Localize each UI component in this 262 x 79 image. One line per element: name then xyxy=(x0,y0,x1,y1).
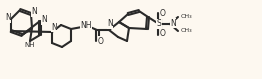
Text: N: N xyxy=(31,8,37,17)
Text: N: N xyxy=(107,20,113,29)
Text: CH₃: CH₃ xyxy=(180,29,192,33)
Text: O: O xyxy=(98,36,104,46)
Text: N: N xyxy=(170,18,176,27)
Text: N: N xyxy=(51,23,57,32)
Text: N: N xyxy=(5,14,11,23)
Text: S: S xyxy=(157,20,161,29)
Text: CH₃: CH₃ xyxy=(180,15,192,20)
Text: N: N xyxy=(41,15,47,24)
Text: O: O xyxy=(160,9,166,18)
Text: O: O xyxy=(160,29,166,38)
Text: NH: NH xyxy=(25,42,35,48)
Text: NH: NH xyxy=(80,20,92,29)
